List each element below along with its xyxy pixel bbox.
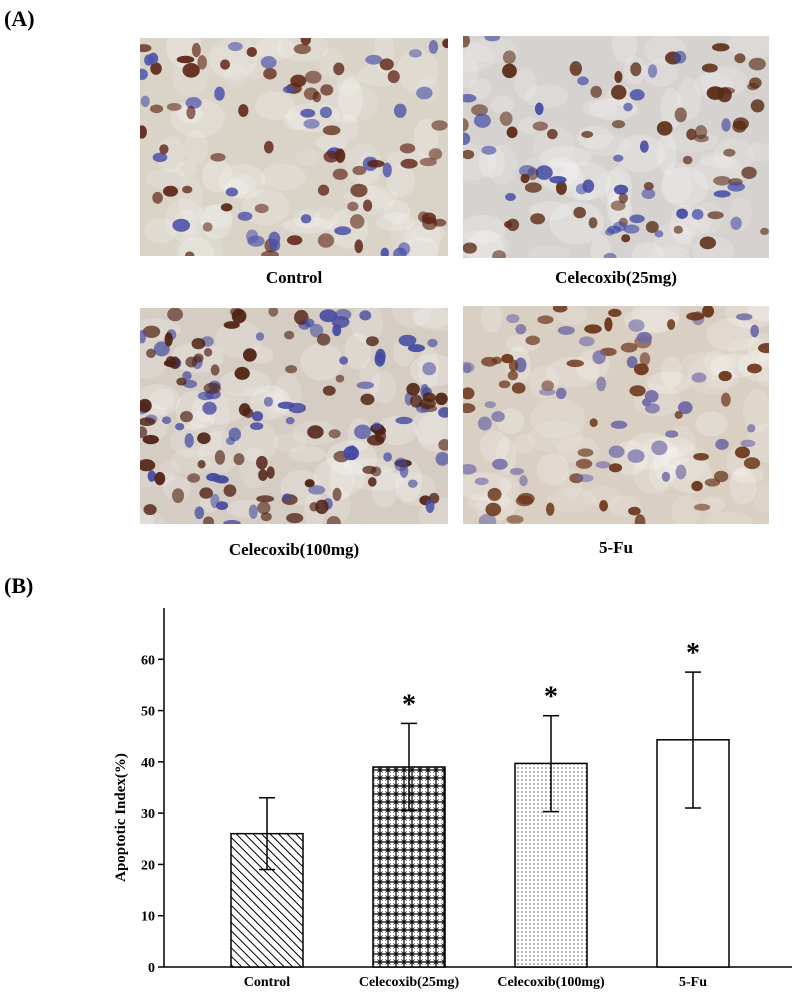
panel-a-label: (A) (4, 6, 35, 31)
y-tick-label-0: 0 (148, 961, 155, 976)
x-tick-label-0: Control (244, 975, 291, 990)
y-tick-label-30: 30 (141, 807, 155, 822)
y-tick-label-40: 40 (141, 756, 155, 771)
x-tick-label-2: Celecoxib(100mg) (497, 975, 605, 990)
micrograph-texture (140, 308, 448, 524)
micrograph-control (140, 38, 448, 256)
caption-5fu: 5-Fu (599, 538, 633, 557)
micrograph-texture (140, 38, 448, 256)
significance-mark-3: * (686, 638, 700, 669)
y-tick-label-20: 20 (141, 858, 155, 873)
significance-mark-1: * (402, 689, 416, 720)
y-tick-label-50: 50 (141, 705, 155, 720)
micrograph-texture (463, 306, 769, 524)
x-tick-label-3: 5-Fu (679, 975, 707, 990)
y-tick-label-10: 10 (141, 910, 155, 925)
caption-celecoxib-100mg: Celecoxib(100mg) (228, 540, 360, 559)
micrograph-celecoxib-25mg (463, 36, 769, 258)
micrograph-5fu (463, 306, 769, 524)
y-axis-label: Apoptotic Index(%) (113, 753, 129, 882)
y-tick-label-60: 60 (141, 653, 155, 668)
micrograph-texture (463, 36, 769, 258)
x-tick-label-1: Celecoxib(25mg) (359, 975, 460, 990)
caption-celecoxib-25mg: Celecoxib(25mg) (555, 268, 677, 287)
panel-b-label: (B) (4, 573, 34, 598)
micrograph-celecoxib-100mg (140, 308, 448, 524)
apoptotic-index-chart: 0 10 20 30 40 50 60 Apoptotic Index(%) Control * C… (113, 608, 792, 990)
caption-control: Control (265, 268, 323, 287)
significance-mark-2: * (544, 682, 558, 713)
